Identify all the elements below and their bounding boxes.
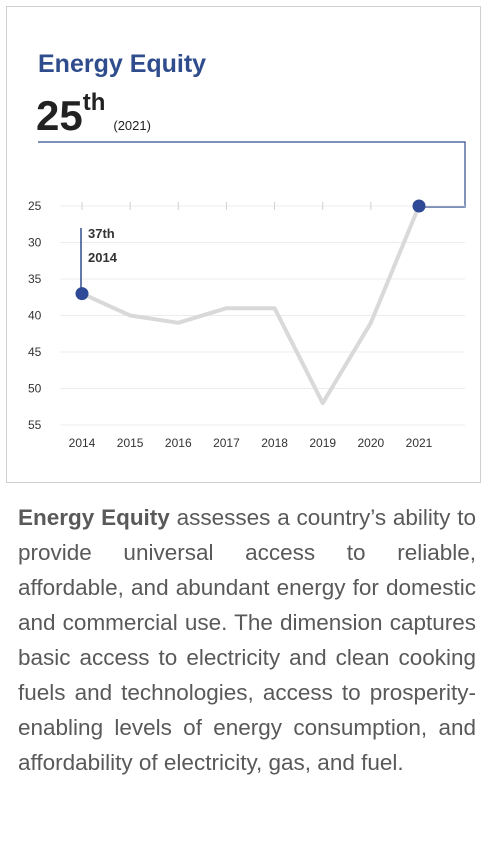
x-tick-label: 2014: [69, 436, 96, 450]
x-tick-label: 2018: [261, 436, 288, 450]
series-line: [80, 204, 421, 406]
y-tick-label: 50: [28, 382, 42, 396]
highlight-markers: [75, 199, 426, 301]
description-body: assesses a country’s ability to provide …: [18, 505, 476, 775]
x-tick-label: 2019: [309, 436, 336, 450]
y-tick-label: 55: [28, 418, 42, 432]
y-tick-label: 35: [28, 272, 42, 286]
annotation-rank: 37th: [88, 226, 115, 241]
rank-number: 25: [36, 92, 83, 139]
y-tick-label: 30: [28, 236, 42, 250]
y-tick-label: 40: [28, 309, 42, 323]
callout-bracket: [38, 141, 466, 208]
x-axis-ticks: 2014 2015 2016 2017 2018 2019 2020 2021: [69, 436, 433, 450]
rank-year: (2021): [113, 118, 151, 133]
description-text: Energy Equity assesses a country’s abili…: [18, 500, 476, 780]
grid-lines: [60, 202, 465, 426]
chart-title: Energy Equity: [38, 50, 207, 78]
y-tick-label: 25: [28, 199, 42, 213]
x-tick-label: 2021: [406, 436, 433, 450]
x-tick-label: 2015: [117, 436, 144, 450]
y-tick-label: 45: [28, 345, 42, 359]
x-tick-label: 2016: [165, 436, 192, 450]
x-tick-label: 2017: [213, 436, 240, 450]
description-lead: Energy Equity: [18, 505, 170, 530]
annotation-year: 2014: [88, 250, 118, 265]
rank-suffix: th: [82, 89, 106, 116]
y-axis-ticks: 25 30 35 40 45 50 55: [28, 199, 42, 432]
current-rank: 25th (2021): [36, 89, 151, 140]
data-point-marker: [412, 199, 426, 213]
x-tick-label: 2020: [358, 436, 385, 450]
data-point-marker: [75, 287, 89, 301]
